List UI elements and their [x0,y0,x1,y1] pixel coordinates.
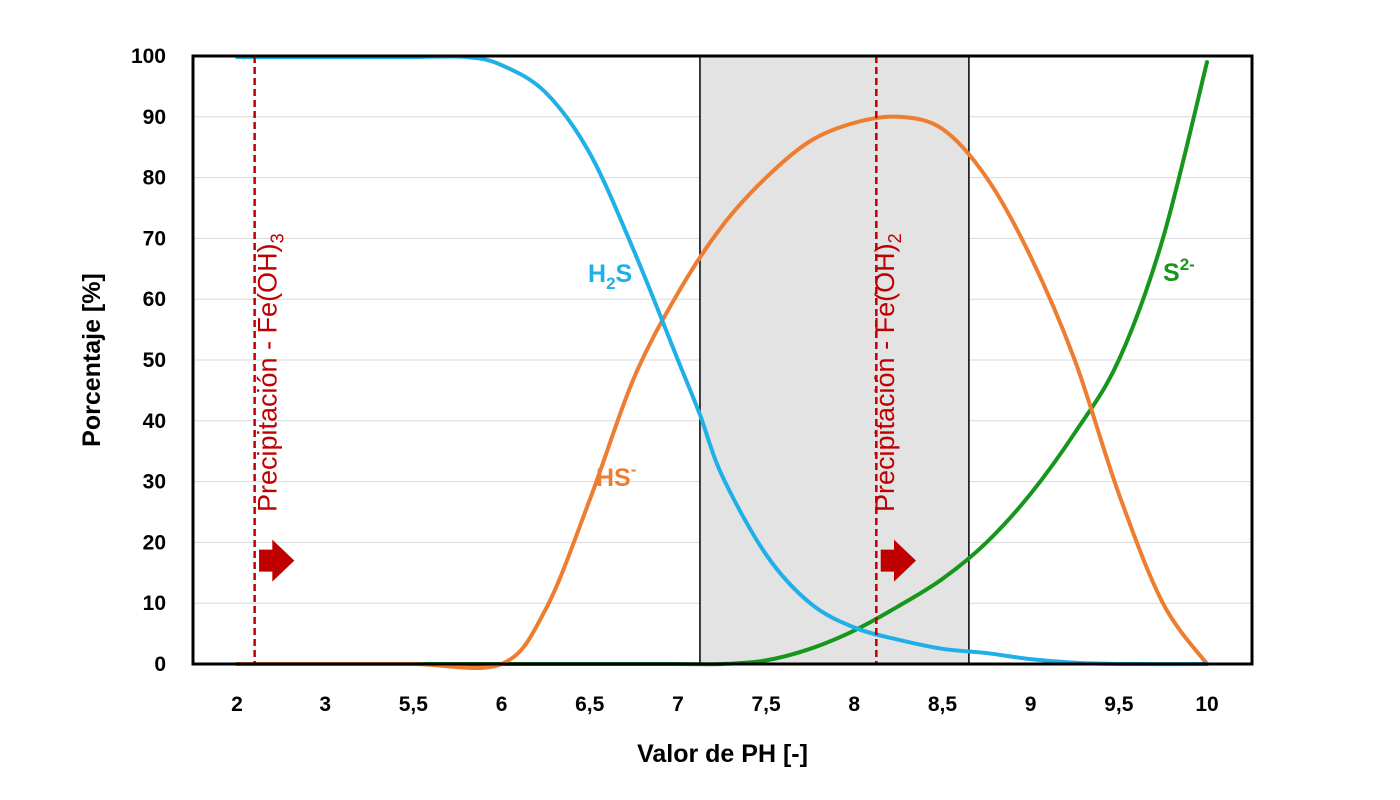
x-tick-label: 6,5 [575,693,605,716]
x-tick-label: 10 [1195,693,1218,716]
series-label-layer: H2S HS- S2- [588,255,1195,492]
y-tick-label: 30 [143,471,166,494]
x-tick-label: 8,5 [928,693,958,716]
y-tick-label: 90 [143,106,166,129]
y-axis-title: Porcentaje [%] [78,273,106,447]
precipitation-label-2: Precipitación - Fe(OH)2 [870,233,905,512]
x-tick-label: 2 [231,693,243,716]
x-tick-label: 8 [848,693,860,716]
series-label-s2: S2- [1163,255,1195,287]
x-tick-label: 7,5 [751,693,781,716]
x-tick-label: 6 [496,693,508,716]
y-tick-label: 100 [131,45,166,68]
y-tick-label: 70 [143,227,166,250]
precipitation-arrow-1 [259,539,295,582]
precipitation-label-1: Precipitación - Fe(OH)3 [253,233,288,512]
series-label-h2s: H2S [588,260,632,293]
shaded-region [699,56,969,664]
x-tick-label: 9 [1025,693,1037,716]
y-tick-label: 40 [143,410,166,433]
y-tick-label: 20 [143,531,166,554]
y-tick-label: 60 [143,288,166,311]
y-tick-label: 50 [143,349,166,372]
tick-label-layer: 0 10 20 30 40 50 60 70 80 90 100 2 3 5,5 6 6,5 7 7,5 8 8,5 9… [131,45,1219,716]
plot-frame [191,54,1254,666]
x-tick-label: 9,5 [1104,693,1134,716]
shaded-region-layer [699,56,970,664]
x-tick-label: 7 [672,693,684,716]
x-axis-title: Valor de PH [-] [637,740,808,768]
y-tick-label: 80 [143,167,166,190]
series-line-h2s [235,54,1209,667]
annotation-layer: Precipitación - Fe(OH)3 Precipitación - F… [253,56,916,664]
frame-layer [191,54,1254,666]
y-tick-label: 0 [154,653,166,676]
x-tick-label: 3 [319,693,331,716]
precipitation-arrow-2 [880,539,916,582]
series-label-hs: HS- [596,460,636,492]
x-tick-label: 5,5 [399,693,429,716]
y-tick-label: 10 [143,592,166,615]
